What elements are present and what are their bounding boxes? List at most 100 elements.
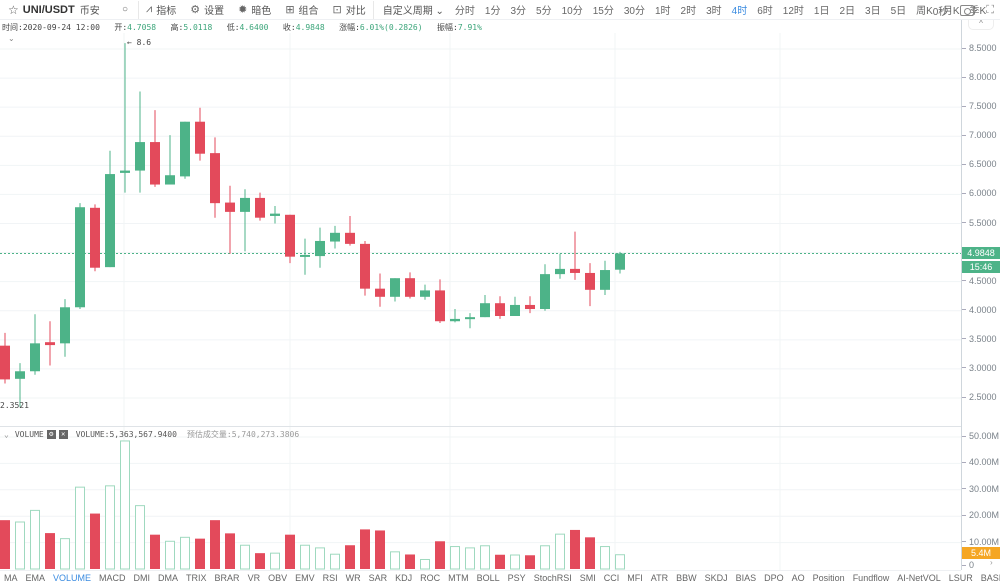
candle-body[interactable] bbox=[105, 174, 115, 268]
candle-body[interactable] bbox=[420, 290, 430, 297]
candle-body[interactable] bbox=[30, 343, 40, 372]
period-tab[interactable]: 1分 bbox=[484, 6, 501, 17]
indicator-tab[interactable]: VR bbox=[247, 573, 261, 583]
period-tab[interactable]: 3时 bbox=[706, 6, 722, 17]
candle-body[interactable] bbox=[480, 303, 490, 318]
period-tab[interactable]: 4时 bbox=[731, 6, 748, 17]
collapse-toolbar-button[interactable]: ^ bbox=[968, 20, 994, 30]
candle-body[interactable] bbox=[285, 214, 295, 257]
candle-body[interactable] bbox=[315, 240, 325, 257]
period-tab[interactable]: 2日 bbox=[839, 6, 856, 17]
pane-divider[interactable] bbox=[0, 426, 961, 427]
period-tab[interactable]: 5日 bbox=[890, 6, 907, 17]
candle-body[interactable] bbox=[495, 303, 505, 317]
candle-body[interactable] bbox=[300, 254, 310, 257]
indicator-tab[interactable]: PSY bbox=[507, 573, 526, 583]
candle-body[interactable] bbox=[45, 342, 55, 346]
indicator-tab[interactable]: ATR bbox=[650, 573, 669, 583]
indicator-tab[interactable]: VOLUME bbox=[53, 573, 92, 583]
symbol-selector[interactable]: ☆ UNI/USDT 币安 bbox=[0, 2, 138, 18]
candle-body[interactable] bbox=[270, 213, 280, 216]
period-tab[interactable]: 分时 bbox=[454, 6, 475, 17]
indicator-tab[interactable]: MTM bbox=[448, 573, 469, 583]
candle-body[interactable] bbox=[15, 371, 25, 379]
period-tab[interactable]: 10分 bbox=[561, 6, 583, 17]
candle-body[interactable] bbox=[120, 170, 130, 173]
candle-body[interactable] bbox=[75, 207, 85, 308]
candle-body[interactable] bbox=[60, 307, 70, 344]
tool-sun[interactable]: ✹ 暗色 bbox=[238, 2, 271, 17]
period-tab[interactable]: 2时 bbox=[680, 6, 697, 17]
candle-body[interactable] bbox=[0, 345, 10, 380]
indicator-tab[interactable]: RSI bbox=[322, 573, 338, 583]
indicator-tab[interactable]: BBW bbox=[676, 573, 697, 583]
indicator-tab[interactable]: DMA bbox=[158, 573, 179, 583]
settings-icon[interactable]: ⚙ bbox=[46, 430, 56, 439]
candle-body[interactable] bbox=[90, 207, 100, 268]
indicator-tab[interactable]: LSUR bbox=[948, 573, 973, 583]
indicator-tab[interactable]: DPO bbox=[764, 573, 784, 583]
candle-body[interactable] bbox=[555, 268, 565, 275]
chevron-down-icon[interactable]: ⌄ bbox=[4, 430, 9, 439]
candle-body[interactable] bbox=[225, 202, 235, 212]
indicator-tab[interactable]: MA bbox=[4, 573, 18, 583]
candle-body[interactable] bbox=[210, 153, 220, 204]
indicator-tab[interactable]: SAR bbox=[368, 573, 388, 583]
period-tab[interactable]: 1日 bbox=[813, 6, 830, 17]
candle-body[interactable] bbox=[615, 253, 625, 270]
tool-combine[interactable]: ⊞ 组合 bbox=[285, 2, 318, 17]
tool-compare[interactable]: ⊡ 对比 bbox=[333, 2, 366, 17]
candle-body[interactable] bbox=[525, 304, 535, 310]
candle-body[interactable] bbox=[375, 288, 385, 297]
indicator-tab[interactable]: EMV bbox=[295, 573, 315, 583]
candle-body[interactable] bbox=[255, 197, 265, 218]
indicator-tab[interactable]: AI-NetVOL bbox=[897, 573, 941, 583]
candle-body[interactable] bbox=[390, 278, 400, 297]
indicator-tab[interactable]: MACD bbox=[99, 573, 126, 583]
indicator-tab[interactable]: BASIS bbox=[980, 573, 1000, 583]
candle-body[interactable] bbox=[540, 274, 550, 310]
fullscreen-icon[interactable]: ⛶ bbox=[986, 3, 994, 16]
indicator-tab[interactable]: AO bbox=[791, 573, 805, 583]
candle-body[interactable] bbox=[465, 317, 475, 320]
indicator-tab[interactable]: EMA bbox=[25, 573, 46, 583]
indicator-tab[interactable]: BOLL bbox=[476, 573, 500, 583]
indicator-tab[interactable]: BIAS bbox=[735, 573, 757, 583]
candle-body[interactable] bbox=[165, 175, 175, 185]
candle-body[interactable] bbox=[435, 290, 445, 322]
candle-body[interactable] bbox=[360, 243, 370, 289]
period-tab[interactable]: 6时 bbox=[757, 6, 773, 17]
indicator-tab[interactable]: CCI bbox=[603, 573, 620, 583]
candle-body[interactable] bbox=[450, 318, 460, 322]
indicator-tab[interactable]: BRAR bbox=[214, 573, 240, 583]
chevron-right-icon[interactable]: › bbox=[990, 558, 993, 567]
period-tab[interactable]: 30分 bbox=[623, 6, 645, 17]
collapse-main-chevron-icon[interactable]: ⌄ bbox=[8, 34, 15, 43]
star-icon[interactable]: ☆ bbox=[8, 2, 19, 17]
candle-body[interactable] bbox=[585, 272, 595, 290]
indicator-tab[interactable]: TRIX bbox=[186, 573, 207, 583]
custom-period-dropdown[interactable]: 自定义周期 ⌄ bbox=[383, 2, 444, 17]
period-tab[interactable]: 12时 bbox=[782, 6, 804, 17]
indicator-tab[interactable]: MFI bbox=[627, 573, 643, 583]
tool-indicator[interactable]: ⩘ 指标 bbox=[146, 2, 176, 17]
candle-body[interactable] bbox=[345, 232, 355, 244]
indicator-tab[interactable]: WR bbox=[345, 573, 361, 583]
period-tab[interactable]: 5分 bbox=[536, 6, 552, 17]
candle-body[interactable] bbox=[330, 232, 340, 242]
candle-body[interactable] bbox=[570, 268, 580, 273]
period-tab[interactable]: 1时 bbox=[654, 6, 671, 17]
candle-body[interactable] bbox=[240, 197, 250, 212]
period-tab[interactable]: 3分 bbox=[510, 6, 527, 17]
period-tab[interactable]: 3日 bbox=[865, 6, 881, 17]
indicator-tab[interactable]: SKDJ bbox=[704, 573, 728, 583]
period-tab[interactable]: 周K bbox=[916, 6, 933, 17]
candle-body[interactable] bbox=[600, 270, 610, 290]
indicator-tab[interactable]: StochRSI bbox=[533, 573, 572, 583]
indicator-tab[interactable]: Position bbox=[812, 573, 845, 583]
candle-body[interactable] bbox=[510, 304, 520, 317]
period-tab[interactable]: 月K bbox=[942, 6, 960, 17]
close-icon[interactable]: ✕ bbox=[58, 430, 68, 439]
candle-body[interactable] bbox=[180, 121, 190, 177]
tool-gear[interactable]: ⚙ 设置 bbox=[190, 2, 224, 17]
